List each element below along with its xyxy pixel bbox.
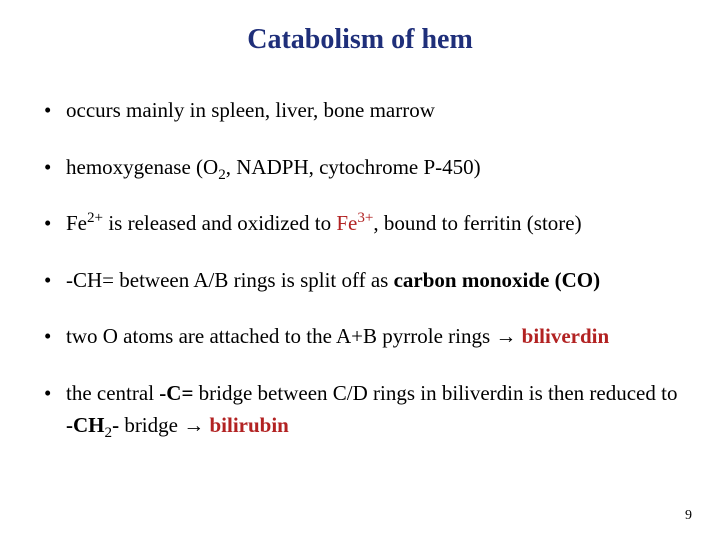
bullet-strong: -CH: [66, 413, 105, 437]
bullet-strong: -: [112, 413, 119, 437]
bullet-text: , NADPH, cytochrome P-450): [226, 155, 481, 179]
bullet-item: -CH= between A/B rings is split off as c…: [40, 264, 680, 297]
slide-title: Catabolism of hem: [40, 24, 680, 56]
arrow-icon: →: [495, 324, 516, 348]
bullet-text: -CH= between A/B rings is split off as: [66, 268, 394, 292]
bullet-item: occurs mainly in spleen, liver, bone mar…: [40, 94, 680, 127]
bullet-text: is released and oxidized to: [103, 211, 336, 235]
bullet-strong-accent: biliverdin: [516, 324, 609, 348]
superscript: 3+: [357, 210, 373, 226]
bullet-strong-accent: bilirubin: [204, 413, 289, 437]
subscript: 2: [218, 167, 226, 183]
bullet-text: the central: [66, 381, 159, 405]
superscript: 2+: [87, 210, 103, 226]
bullet-text: Fe: [336, 211, 357, 235]
bullet-text: , bound to ferritin (store): [373, 211, 581, 235]
bullet-item: hemoxygenase (O2, NADPH, cytochrome P-45…: [40, 151, 680, 184]
bullet-text: hemoxygenase (O: [66, 155, 218, 179]
bullet-text: occurs mainly in spleen, liver, bone mar…: [66, 98, 435, 122]
bullet-text: two O atoms are attached to the A+B pyrr…: [66, 324, 495, 348]
bullet-list: occurs mainly in spleen, liver, bone mar…: [40, 94, 680, 442]
bullet-text: bridge between C/D rings in biliverdin i…: [193, 381, 677, 405]
accent-text: Fe3+: [336, 211, 373, 235]
arrow-icon: →: [183, 413, 204, 437]
subscript: 2: [105, 425, 113, 441]
bullet-strong: -C=: [159, 381, 193, 405]
bullet-item: the central -C= bridge between C/D rings…: [40, 377, 680, 442]
page-number: 9: [685, 508, 692, 524]
bullet-strong: carbon monoxide (CO): [394, 268, 601, 292]
bullet-item: Fe2+ is released and oxidized to Fe3+, b…: [40, 207, 680, 240]
bullet-text: bridge: [119, 413, 183, 437]
bullet-item: two O atoms are attached to the A+B pyrr…: [40, 320, 680, 353]
bullet-text: Fe: [66, 211, 87, 235]
